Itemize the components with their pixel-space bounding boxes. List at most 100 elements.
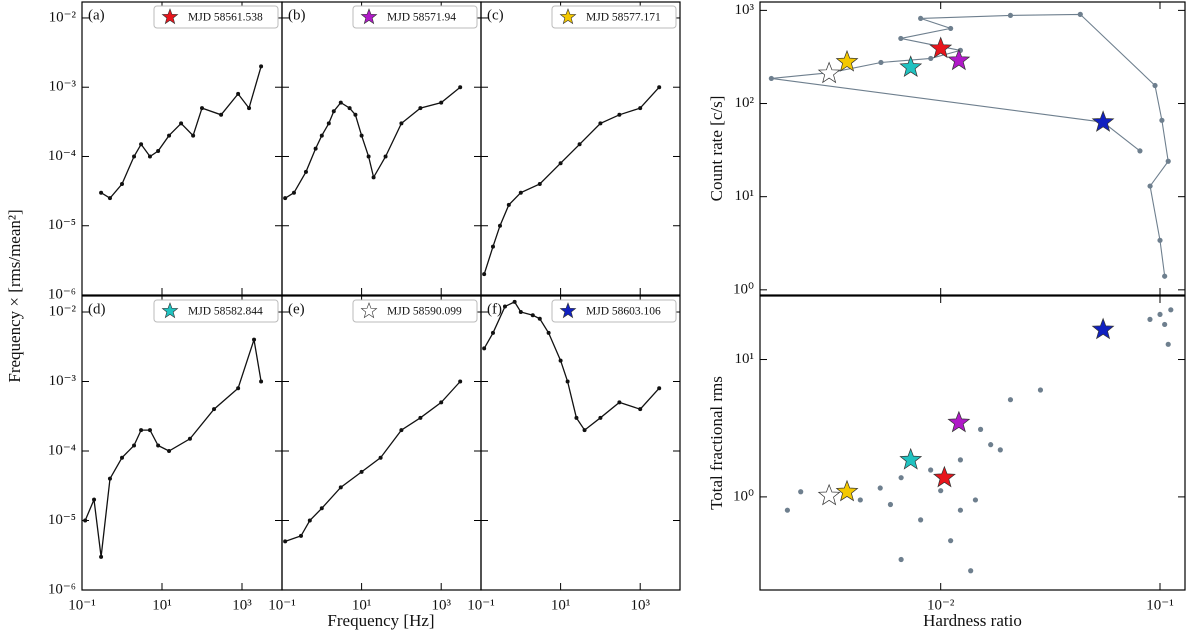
data-point bbox=[1157, 237, 1163, 243]
legend-box bbox=[352, 5, 478, 29]
spectrum-point bbox=[490, 330, 495, 335]
spectrum-point bbox=[371, 175, 376, 180]
data-point bbox=[988, 442, 994, 448]
data-point bbox=[928, 55, 934, 62]
spectrum-point bbox=[598, 121, 603, 126]
spectrum-point bbox=[537, 316, 542, 321]
spectrum-point bbox=[657, 85, 662, 90]
spectrum-point bbox=[418, 415, 423, 420]
spectrum-point bbox=[518, 190, 523, 195]
x-tick-label: 10⁻¹ bbox=[1146, 597, 1173, 613]
spectrum-point bbox=[92, 497, 97, 502]
y-tick-label: 10⁻² bbox=[49, 303, 77, 319]
y-tick-label: 10⁻⁶ bbox=[48, 286, 76, 302]
spectrum-line bbox=[100, 66, 262, 200]
legend-box bbox=[352, 299, 478, 323]
epoch-star bbox=[947, 48, 971, 71]
legend-label: MJD 58590.099 bbox=[387, 306, 462, 318]
x-tick-label: 10⁻¹ bbox=[268, 597, 295, 613]
panel-frame bbox=[759, 1, 1186, 296]
spectrum-point bbox=[236, 91, 241, 96]
spectrum-point bbox=[283, 196, 288, 201]
data-point bbox=[1152, 82, 1158, 89]
spectrum-point bbox=[518, 310, 523, 315]
data-point bbox=[1037, 387, 1044, 393]
y-tick-label: 10⁰ bbox=[733, 488, 754, 504]
spectrum-point bbox=[120, 182, 124, 187]
y-tick-label: 10⁻⁵ bbox=[48, 217, 76, 233]
panel-label: (f) bbox=[487, 301, 502, 317]
spectrum-point bbox=[574, 415, 579, 420]
spectrum-point bbox=[326, 121, 331, 126]
panel-label: (e) bbox=[288, 301, 305, 317]
data-point bbox=[1147, 183, 1153, 189]
spectrum-point bbox=[458, 379, 463, 384]
spectrum-point bbox=[259, 64, 264, 69]
x-tick-label: 10⁻² bbox=[927, 597, 955, 613]
spectrum-point bbox=[359, 469, 364, 474]
legend-label: MJD 58603.106 bbox=[586, 306, 661, 318]
epoch-star bbox=[1091, 110, 1115, 132]
spectrum-point bbox=[482, 346, 487, 351]
x-axis-label: Frequency [Hz] bbox=[327, 611, 434, 630]
y-tick-label: 10¹ bbox=[735, 188, 755, 204]
spectrum-point bbox=[546, 330, 551, 335]
spectrum-point bbox=[502, 304, 507, 309]
spectrum-point bbox=[399, 428, 404, 433]
data-point bbox=[918, 15, 924, 22]
spectrum-point bbox=[107, 476, 112, 481]
spectrum-point bbox=[338, 100, 343, 105]
data-point bbox=[1162, 273, 1168, 279]
data-point bbox=[1007, 12, 1014, 19]
legend-box bbox=[153, 299, 279, 323]
x-axis-label: Hardness ratio bbox=[923, 611, 1022, 630]
spectrum-point bbox=[439, 400, 444, 405]
data-point bbox=[957, 457, 964, 463]
spectrum-point bbox=[156, 148, 161, 153]
panel-frame bbox=[281, 295, 482, 591]
spectrum-point bbox=[482, 272, 487, 277]
spectrum-point bbox=[506, 202, 511, 207]
spectrum-point bbox=[147, 428, 152, 433]
legend-label: MJD 58561.538 bbox=[188, 12, 263, 24]
epoch-star bbox=[817, 483, 841, 506]
panel-label: (a) bbox=[88, 7, 105, 23]
spectrum-point bbox=[259, 379, 264, 384]
data-point bbox=[997, 447, 1003, 453]
spectrum-line bbox=[483, 86, 660, 275]
data-point bbox=[878, 59, 884, 66]
spectrum-point bbox=[120, 455, 124, 460]
panel-frame bbox=[480, 1, 681, 296]
spectrum-point bbox=[319, 506, 324, 511]
data-point bbox=[968, 568, 974, 574]
data-point bbox=[877, 485, 883, 491]
spectrum-point bbox=[99, 190, 104, 195]
data-point bbox=[948, 538, 954, 544]
spectrum-point bbox=[617, 400, 622, 405]
legend-label: MJD 58582.844 bbox=[188, 306, 263, 318]
spectrum-point bbox=[236, 386, 241, 391]
legend-box bbox=[153, 5, 279, 29]
data-point bbox=[918, 517, 924, 523]
spectrum-point bbox=[331, 109, 336, 114]
spectrum-line bbox=[284, 86, 461, 199]
spectrum-point bbox=[212, 407, 217, 412]
spectrum-point bbox=[582, 428, 587, 433]
spectrum-point bbox=[307, 518, 312, 523]
data-point bbox=[898, 475, 904, 481]
spectrum-point bbox=[537, 182, 542, 187]
spectrum-point bbox=[347, 106, 352, 111]
track-line bbox=[771, 13, 1169, 277]
panel-frame bbox=[81, 1, 283, 296]
data-point bbox=[977, 426, 984, 432]
spectrum-point bbox=[191, 133, 196, 138]
y-tick-label: 10³ bbox=[735, 2, 755, 18]
legend-star bbox=[559, 8, 577, 25]
data-point bbox=[1007, 397, 1014, 403]
spectrum-point bbox=[638, 106, 643, 111]
legend-star bbox=[161, 302, 179, 319]
epoch-star bbox=[835, 49, 859, 72]
y-tick-label: 10⁻⁴ bbox=[48, 148, 76, 164]
spectrum-point bbox=[139, 428, 144, 433]
panel-label: (d) bbox=[88, 301, 106, 317]
